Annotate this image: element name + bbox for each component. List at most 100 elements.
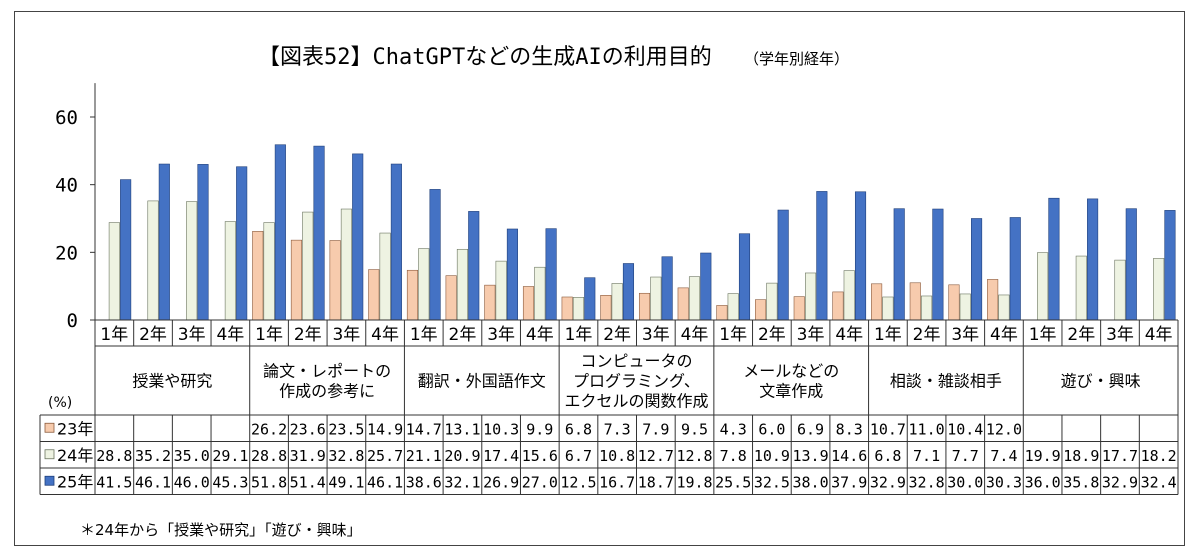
bar-23年	[987, 279, 999, 321]
data-label: 32.9	[870, 473, 906, 491]
data-label: 10.4	[947, 420, 983, 438]
year-label: 4年	[526, 325, 554, 345]
data-label: 35.2	[135, 447, 171, 465]
year-label: 1年	[410, 325, 438, 345]
data-label: 19.8	[676, 473, 712, 491]
data-label: 14.9	[367, 420, 403, 438]
bar-24年	[263, 222, 275, 321]
bar-23年	[484, 284, 496, 321]
bar-25年	[893, 208, 905, 321]
bar-24年	[224, 221, 236, 321]
year-label: 2年	[758, 325, 786, 345]
data-label: 6.8	[874, 447, 901, 465]
year-label: 3年	[797, 325, 825, 345]
y-tick-label: 40	[55, 175, 78, 197]
data-label: 7.1	[913, 447, 940, 465]
bar-25年	[120, 179, 132, 321]
category-label: エクセルの関数作成	[564, 392, 708, 411]
category-label: 遊び・興味	[1061, 372, 1141, 391]
data-label: 12.0	[986, 420, 1022, 438]
bar-23年	[909, 282, 921, 321]
data-label: 9.9	[526, 420, 553, 438]
legend-label: 23年	[57, 419, 93, 438]
data-label: 32.9	[1102, 473, 1138, 491]
data-label: 7.8	[720, 447, 747, 465]
data-table: 1年 2年 3年 4年 1年 2年 3年 4年 1年 2年 3年 4年 1年 2年 3年 4年 1年 2年 3年 4年…	[39, 319, 1179, 495]
bar-25年	[661, 256, 673, 321]
bar-24年	[998, 294, 1010, 321]
data-label: 41.5	[96, 473, 132, 491]
bar-24年	[108, 222, 120, 321]
data-label: 9.5	[681, 420, 708, 438]
chart-subtitle: （学年別経年）	[744, 50, 849, 68]
category-label: 授業や研究	[132, 372, 212, 391]
bar-25年	[932, 208, 944, 321]
data-label: 25.7	[367, 447, 403, 465]
data-label: 18.7	[638, 473, 674, 491]
bar-23年	[793, 296, 805, 321]
data-label: 17.7	[1102, 447, 1138, 465]
chart-title: 【図表52】ChatGPTなどの生成AIの利用目的	[258, 45, 712, 70]
bar-23年	[561, 296, 573, 321]
data-label: 37.9	[831, 473, 867, 491]
data-label: 32.8	[328, 447, 364, 465]
data-label: 12.8	[676, 447, 712, 465]
year-label: 3年	[642, 325, 670, 345]
y-tick-label: 20	[55, 242, 78, 264]
data-label: 13.9	[792, 447, 828, 465]
data-label: 28.8	[96, 447, 132, 465]
data-label: 38.6	[406, 473, 442, 491]
data-label: 13.1	[444, 420, 480, 438]
year-label: 2年	[139, 325, 167, 345]
bar-24年	[921, 295, 933, 321]
bar-24年	[882, 296, 894, 321]
bar-25年	[197, 164, 209, 321]
data-label: 12.5	[560, 473, 596, 491]
bar-23年	[755, 299, 767, 321]
bar-24年	[186, 201, 198, 321]
year-label: 1年	[100, 325, 128, 345]
bar-24年	[495, 260, 507, 321]
year-label: 2年	[1067, 325, 1095, 345]
data-label: 46.1	[135, 473, 171, 491]
bar-25年	[236, 166, 248, 321]
bar-25年	[545, 228, 557, 321]
data-label: 46.0	[174, 473, 210, 491]
bar-24年	[1114, 259, 1126, 321]
data-label: 20.9	[444, 447, 480, 465]
data-label: 45.3	[212, 473, 248, 491]
category-label: 作成の参考に	[279, 382, 375, 401]
data-label: 6.9	[797, 420, 824, 438]
data-label: 23.6	[290, 420, 326, 438]
bar-23年	[716, 305, 728, 321]
bar-25年	[971, 218, 983, 321]
bar-25年	[1087, 198, 1099, 321]
bar-24年	[766, 282, 778, 321]
bar-23年	[445, 275, 457, 321]
bar-24年	[688, 276, 701, 321]
data-label: 14.7	[406, 420, 442, 438]
bar-24年	[1075, 255, 1087, 321]
bar-24年	[1153, 258, 1165, 321]
data-label: 51.4	[290, 473, 326, 491]
bar-24年	[727, 293, 739, 321]
year-label: 4年	[990, 325, 1018, 345]
data-label: 32.8	[909, 473, 945, 491]
year-label: 3年	[178, 325, 206, 345]
category-label: 論文・レポートの	[263, 362, 391, 381]
bar-23年	[329, 240, 341, 321]
data-label: 31.9	[290, 447, 326, 465]
footnote: ＊24年から「授業や研究」「遊び・興味」	[80, 521, 362, 539]
category-label: 文章作成	[759, 382, 823, 401]
data-label: 8.3	[836, 420, 863, 438]
year-label: 1年	[719, 325, 747, 345]
year-label: 3年	[332, 325, 360, 345]
bar-25年	[274, 144, 286, 321]
bar-24年	[379, 232, 391, 321]
bar-24年	[611, 283, 623, 321]
bar-23年	[871, 283, 883, 321]
data-label: 18.2	[1141, 447, 1177, 465]
legend-label: 24年	[57, 446, 93, 465]
data-label: 38.0	[792, 473, 828, 491]
